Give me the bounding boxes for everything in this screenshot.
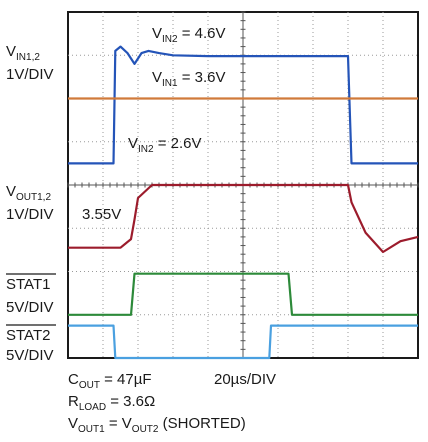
vin-channel-label: VIN1,2 bbox=[6, 43, 40, 63]
trace-stat1 bbox=[68, 272, 418, 316]
annotation-vout-start: 3.55V bbox=[82, 206, 121, 223]
trace-stat2 bbox=[68, 324, 418, 360]
rload-condition: RLOAD = 3.6Ω bbox=[68, 393, 156, 413]
annotation-vin2-low: VIN2 = 2.6V bbox=[128, 135, 202, 155]
stat2-scale-label: 5V/DIV bbox=[6, 347, 54, 364]
vout-scale-label: 1V/DIV bbox=[6, 206, 54, 223]
stat1-scale-label: 5V/DIV bbox=[6, 299, 54, 316]
stat1-channel-label: STAT1 bbox=[6, 276, 50, 293]
cout-condition: COUT = 47µF bbox=[68, 371, 152, 391]
annotation-vin2-high: VIN2 = 4.6V bbox=[152, 25, 226, 45]
annotation-vin1: VIN1 = 3.6V bbox=[152, 69, 226, 89]
trace-vout1-2 bbox=[68, 183, 419, 254]
traces bbox=[68, 45, 419, 360]
timebase-label: 20µs/DIV bbox=[214, 371, 276, 388]
vout-condition: VOUT1 = VOUT2 (SHORTED) bbox=[68, 415, 246, 435]
vout-channel-label: VOUT1,2 bbox=[6, 183, 51, 203]
trace-vin1-2 bbox=[68, 45, 418, 165]
stat2-channel-label: STAT2 bbox=[6, 327, 50, 344]
vin-scale-label: 1V/DIV bbox=[6, 66, 54, 83]
